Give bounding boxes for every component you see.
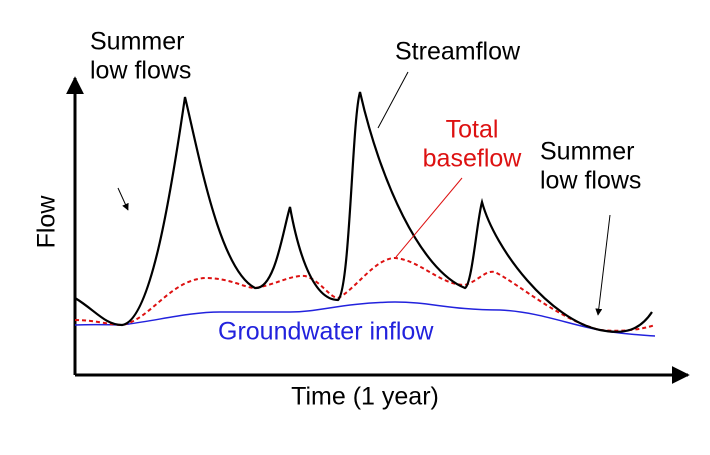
annotation: Summer [90, 28, 184, 56]
pointer [117, 187, 129, 211]
streamflow-curve [74, 91, 653, 333]
annotation: Total [446, 116, 499, 144]
annotation: Summer [540, 138, 634, 166]
annotation: baseflow [423, 145, 523, 173]
pointer [395, 177, 463, 258]
pointer [377, 71, 409, 129]
annotation: low flows [90, 57, 191, 85]
y-axis-label: Flow [33, 195, 61, 249]
annotation: Groundwater inflow [218, 318, 434, 346]
annotation: low flows [540, 167, 641, 195]
annotation: Streamflow [395, 38, 521, 66]
groundwater-curve [74, 301, 656, 337]
x-axis-label: Time (1 year) [291, 383, 439, 411]
pointer [595, 214, 611, 316]
